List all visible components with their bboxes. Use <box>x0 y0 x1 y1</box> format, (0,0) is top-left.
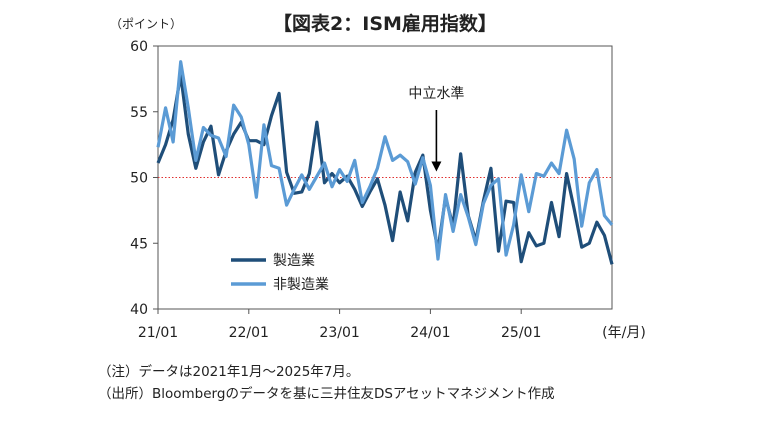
chart-title: 【図表2：ISM雇用指数】 <box>273 12 497 35</box>
y-tick-label: 45 <box>130 236 148 252</box>
x-tick-label: 23/01 <box>319 325 359 341</box>
annotation-arrowhead-icon <box>431 161 442 172</box>
x-unit-label: (年/月) <box>602 325 646 341</box>
legend-label-manufacturing: 製造業 <box>273 253 315 269</box>
series-line-manufacturing <box>156 73 614 265</box>
y-tick-label: 55 <box>130 105 148 121</box>
legend-label-nonmanufacturing: 非製造業 <box>273 277 329 293</box>
y-tick-label: 40 <box>130 302 148 318</box>
x-tick-label: 25/01 <box>501 325 541 341</box>
neutral-level-annotation: 中立水準 <box>408 86 464 102</box>
x-tick-label: 21/01 <box>138 325 178 341</box>
x-tick-label: 22/01 <box>229 325 269 341</box>
x-axis-ticks: 21/01 22/01 23/01 24/01 25/01 <box>138 309 541 341</box>
note-line-1: （注）データは2021年1月～2025年7月。 <box>98 364 360 380</box>
y-unit-label: （ポイント） <box>110 17 182 31</box>
y-axis-ticks: 40 45 50 55 60 <box>130 39 158 318</box>
series-layer <box>156 60 614 265</box>
note-line-2: （出所）Bloombergのデータを基に三井住友DSアセットマネジメント作成 <box>98 386 555 402</box>
legend: 製造業 非製造業 <box>231 253 329 293</box>
y-tick-label: 60 <box>130 39 148 55</box>
y-tick-label: 50 <box>130 171 148 187</box>
x-tick-label: 24/01 <box>410 325 450 341</box>
series-line-nonmanufacturing <box>156 60 614 261</box>
